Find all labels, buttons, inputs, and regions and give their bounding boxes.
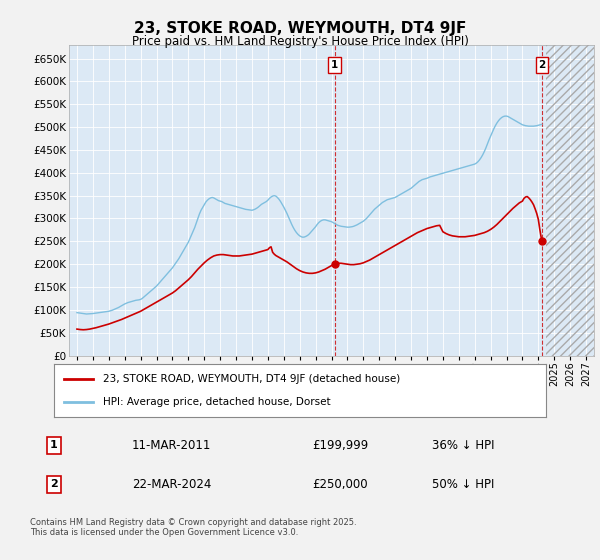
Text: Price paid vs. HM Land Registry's House Price Index (HPI): Price paid vs. HM Land Registry's House … — [131, 35, 469, 48]
Text: £199,999: £199,999 — [312, 438, 368, 452]
Text: 22-MAR-2024: 22-MAR-2024 — [132, 478, 211, 491]
Text: 2: 2 — [50, 479, 58, 489]
Text: Contains HM Land Registry data © Crown copyright and database right 2025.
This d: Contains HM Land Registry data © Crown c… — [30, 518, 356, 538]
Text: 1: 1 — [50, 440, 58, 450]
Point — [537, 237, 547, 246]
Text: 11-MAR-2011: 11-MAR-2011 — [132, 438, 211, 452]
Text: 1: 1 — [331, 60, 338, 70]
Text: 23, STOKE ROAD, WEYMOUTH, DT4 9JF (detached house): 23, STOKE ROAD, WEYMOUTH, DT4 9JF (detac… — [103, 374, 400, 384]
Text: 50% ↓ HPI: 50% ↓ HPI — [432, 478, 494, 491]
Text: 2: 2 — [538, 60, 545, 70]
Text: HPI: Average price, detached house, Dorset: HPI: Average price, detached house, Dors… — [103, 397, 331, 407]
Text: £250,000: £250,000 — [312, 478, 368, 491]
Point — [330, 260, 340, 269]
Text: 23, STOKE ROAD, WEYMOUTH, DT4 9JF: 23, STOKE ROAD, WEYMOUTH, DT4 9JF — [134, 21, 466, 36]
Text: 36% ↓ HPI: 36% ↓ HPI — [432, 438, 494, 452]
